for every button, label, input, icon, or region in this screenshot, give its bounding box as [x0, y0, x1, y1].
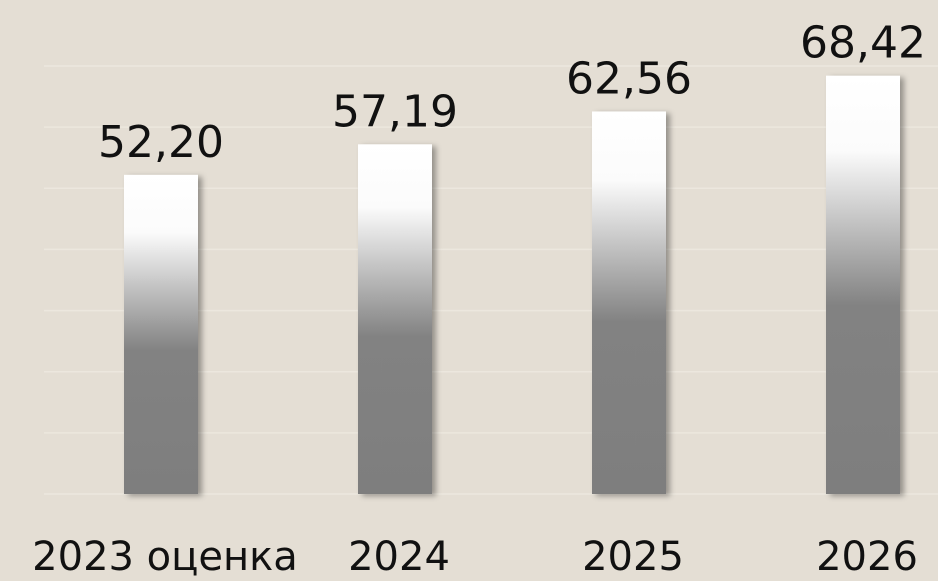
bar: [826, 75, 900, 494]
bar: [124, 174, 198, 494]
x-tick-label: 2026: [816, 534, 918, 580]
value-label: 52,20: [98, 117, 224, 168]
x-tick-label: 2024: [348, 534, 450, 580]
bar: [358, 144, 432, 494]
value-label: 68,42: [800, 18, 926, 69]
value-label: 57,19: [332, 86, 458, 137]
bar: [592, 111, 666, 494]
value-label: 62,56: [566, 53, 692, 104]
x-tick-label: 2025: [582, 534, 684, 580]
x-tick-label: 2023 оценка: [32, 534, 298, 580]
